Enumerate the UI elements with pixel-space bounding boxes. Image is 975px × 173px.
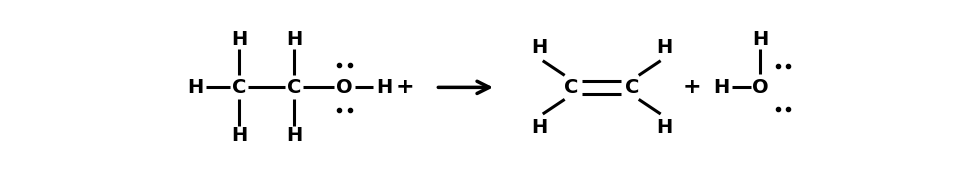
Text: H: H — [286, 30, 302, 49]
Text: H: H — [530, 118, 547, 137]
Text: O: O — [336, 78, 353, 97]
Text: H: H — [753, 30, 768, 49]
Text: +: + — [396, 77, 414, 97]
Text: H: H — [187, 78, 204, 97]
Text: O: O — [752, 78, 768, 97]
Text: H: H — [530, 38, 547, 57]
Text: H: H — [286, 126, 302, 145]
Text: H: H — [656, 38, 673, 57]
Text: H: H — [376, 78, 392, 97]
Text: +: + — [683, 77, 702, 97]
Text: C: C — [232, 78, 246, 97]
Text: H: H — [656, 118, 673, 137]
Text: H: H — [231, 126, 247, 145]
Text: C: C — [287, 78, 301, 97]
Text: H: H — [713, 78, 729, 97]
Text: H: H — [231, 30, 247, 49]
Text: C: C — [625, 78, 639, 97]
Text: C: C — [565, 78, 578, 97]
